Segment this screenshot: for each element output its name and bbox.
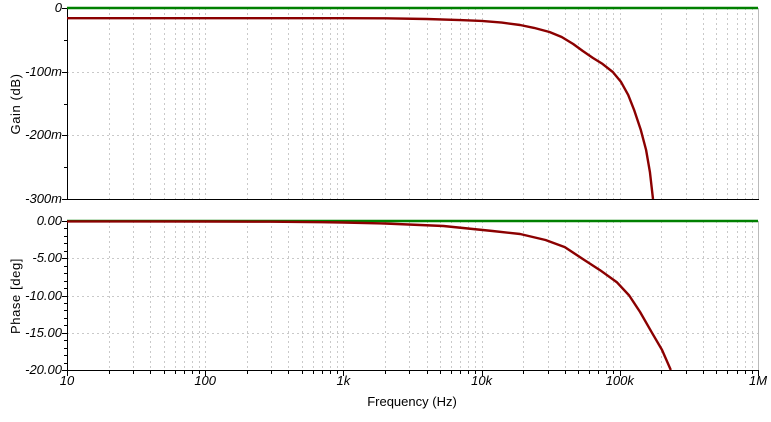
gain-y-tick-label: -100m bbox=[25, 63, 62, 79]
frequency-tick-label: 100k bbox=[605, 373, 634, 388]
grid-gain bbox=[67, 8, 758, 199]
phase-y-tick-label: -10.00 bbox=[25, 287, 62, 303]
phase-y-tick-label: 0.00 bbox=[36, 213, 62, 228]
phase-y-tick-label: -20.00 bbox=[25, 362, 62, 377]
grid-phase bbox=[67, 221, 758, 370]
frequency-tick-label: 100 bbox=[194, 373, 217, 388]
trace-phase bbox=[66, 220, 672, 371]
frequency-axis-title: Frequency (Hz) bbox=[367, 394, 457, 409]
frequency-tick-label: 10 bbox=[59, 373, 75, 388]
axes-gain bbox=[62, 7, 759, 200]
frequency-tick-label: 1k bbox=[336, 373, 351, 388]
gain-y-tick-label: -300m bbox=[25, 191, 62, 206]
phase-y-tick-label: -15.00 bbox=[25, 324, 62, 340]
gain-axis-title: Gain (dB) bbox=[8, 73, 23, 135]
phase-axis-title: Phase [deg] bbox=[8, 258, 23, 334]
gain-y-tick-label: -200m bbox=[25, 127, 62, 143]
gain-y-tick-label: 0 bbox=[54, 0, 62, 15]
axes-phase bbox=[62, 220, 759, 376]
frequency-tick-label: 1M bbox=[748, 373, 768, 388]
frequency-tick-label: 10k bbox=[471, 373, 493, 388]
phase-y-tick-label: -5.00 bbox=[32, 250, 62, 266]
trace-gain bbox=[67, 17, 655, 200]
